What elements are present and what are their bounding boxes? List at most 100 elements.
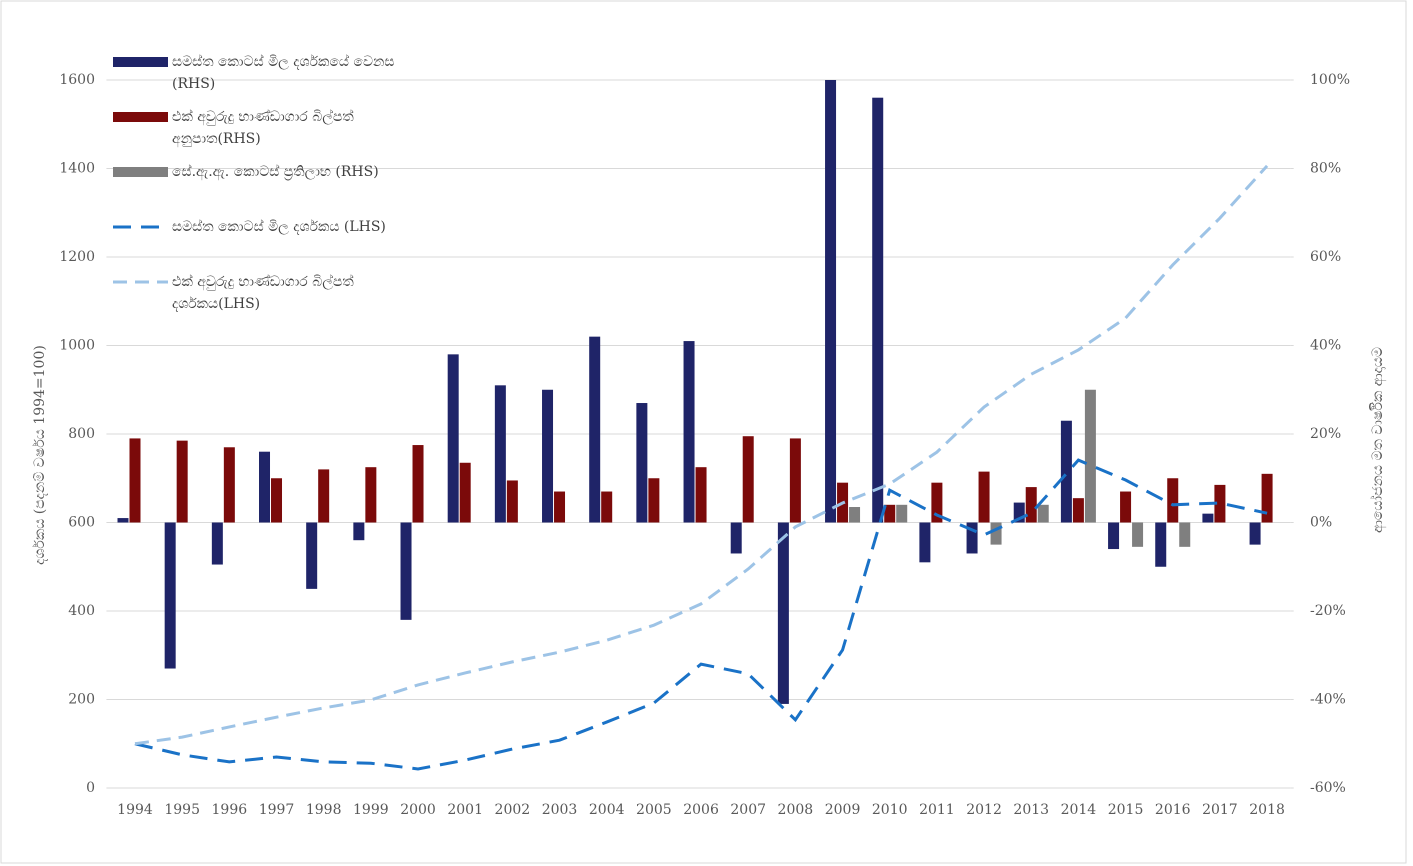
bar <box>176 440 188 523</box>
bar <box>730 522 742 554</box>
bar <box>742 436 754 523</box>
y-axis-label: දර්ශකය (පදනම් වර්ෂය 1994=100) <box>32 345 48 565</box>
bar <box>1037 504 1049 523</box>
bar <box>1120 491 1132 523</box>
y2-tick-label: 0% <box>1310 515 1332 531</box>
bar <box>1155 522 1167 567</box>
x-tick-label: 2013 <box>1013 802 1049 818</box>
legend-label: සමස්ත කොටස් මිල දර්ශකයේ වෙනස (RHS) <box>172 54 395 92</box>
bar <box>447 354 459 523</box>
bar <box>129 438 141 523</box>
x-tick-label: 2000 <box>400 802 436 818</box>
line <box>134 458 1268 771</box>
x-tick-label: 2018 <box>1249 802 1285 818</box>
bar <box>554 491 566 523</box>
x-tick-label: 1995 <box>164 802 200 818</box>
bar <box>648 478 660 523</box>
bar <box>211 522 223 565</box>
y-tick-label: 400 <box>68 603 95 619</box>
bar <box>117 518 129 523</box>
y-tick-label: 1600 <box>59 72 95 88</box>
y2-tick-label: -40% <box>1310 692 1346 708</box>
x-tick-label: 2009 <box>825 802 861 818</box>
bar <box>849 507 861 523</box>
bar <box>589 336 601 523</box>
bar <box>542 389 554 523</box>
y-tick-label: 1000 <box>59 338 95 354</box>
bar <box>223 447 235 523</box>
x-tick-label: 2005 <box>636 802 672 818</box>
x-tick-label: 2016 <box>1155 802 1191 818</box>
y2-tick-label: 20% <box>1310 426 1341 442</box>
x-tick-label: 2017 <box>1202 802 1238 818</box>
bar <box>1072 498 1084 523</box>
x-tick-label: 2002 <box>495 802 531 818</box>
bar <box>318 469 330 523</box>
bar <box>1013 502 1025 523</box>
bar <box>459 462 471 523</box>
x-tick-label: 2004 <box>589 802 625 818</box>
bar <box>1179 522 1191 547</box>
bar <box>259 451 271 523</box>
bar <box>1025 487 1037 523</box>
y-tick-label: 0 <box>86 780 95 796</box>
bar <box>271 478 283 523</box>
y2-tick-label: 100% <box>1310 72 1350 88</box>
legend-swatch <box>113 112 168 122</box>
x-tick-label: 2014 <box>1061 802 1097 818</box>
x-tick-label: 2010 <box>872 802 908 818</box>
bar <box>412 445 424 523</box>
bar <box>400 522 412 620</box>
legend-label: සේ.ඇ.ඇ. කොටස් ප්‍රතිලාභ (RHS) <box>172 164 379 180</box>
bar <box>978 471 990 523</box>
bar <box>353 522 365 541</box>
y-tick-label: 800 <box>68 426 95 442</box>
x-tick-label: 2001 <box>447 802 483 818</box>
bar <box>683 341 695 523</box>
bar <box>1202 513 1214 523</box>
x-tick-label: 2003 <box>542 802 578 818</box>
bar <box>494 385 506 523</box>
bar <box>1060 420 1072 523</box>
bar <box>884 504 896 523</box>
bar <box>931 482 943 523</box>
bar <box>1132 522 1144 547</box>
x-tick-label: 2008 <box>778 802 814 818</box>
y2-axis-label: ආයෝජනය මත වාර්ෂික ආදායම <box>1370 347 1387 533</box>
bar <box>896 504 908 523</box>
x-tick-label: 1998 <box>306 802 342 818</box>
x-tick-label: 1996 <box>212 802 248 818</box>
x-tick-label: 1994 <box>117 802 153 818</box>
bar <box>1249 522 1261 545</box>
bar <box>506 480 518 523</box>
bar <box>990 522 1002 545</box>
y-tick-label: 200 <box>68 692 95 708</box>
bar <box>365 467 377 523</box>
y2-tick-label: 60% <box>1310 249 1341 265</box>
y-tick-label: 600 <box>68 515 95 531</box>
x-tick-label: 2006 <box>683 802 719 818</box>
x-tick-label: 2011 <box>919 802 955 818</box>
legend-swatch <box>113 167 168 177</box>
y2-tick-label: 40% <box>1310 338 1341 354</box>
bar <box>919 522 931 563</box>
bar <box>1084 389 1096 523</box>
bar <box>306 522 318 589</box>
x-tick-label: 1999 <box>353 802 389 818</box>
bar <box>636 403 648 523</box>
bar <box>777 522 789 704</box>
bar <box>966 522 978 554</box>
legend-label: සමස්ත කොටස් මිල දර්ශකය (LHS) <box>172 219 386 235</box>
y2-tick-label: -60% <box>1310 780 1346 796</box>
bar <box>601 491 613 523</box>
y2-tick-label: 80% <box>1310 161 1341 177</box>
x-tick-label: 2015 <box>1108 802 1144 818</box>
y-tick-label: 1400 <box>59 161 95 177</box>
bar <box>1261 473 1273 523</box>
y2-tick-label: -20% <box>1310 603 1346 619</box>
legend-swatch <box>113 57 168 67</box>
bar <box>1214 484 1226 523</box>
